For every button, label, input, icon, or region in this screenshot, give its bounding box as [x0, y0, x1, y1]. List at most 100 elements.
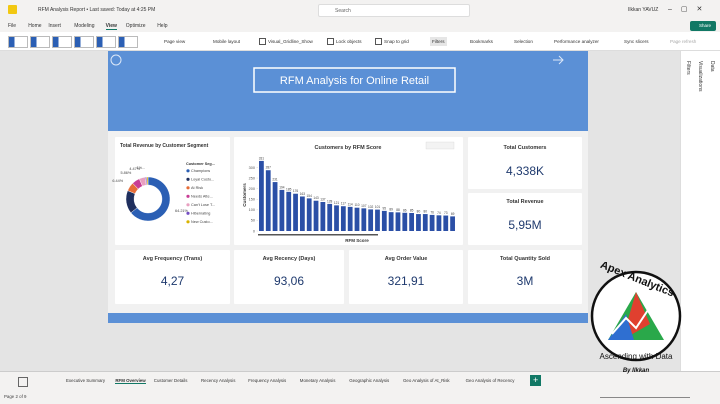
ribbon-button[interactable]: Sync slicers [624, 39, 649, 44]
bar [354, 207, 360, 231]
bar [375, 209, 380, 231]
legend-swatch [186, 169, 190, 173]
page-tab[interactable]: Customer Details [153, 378, 188, 383]
theme-swatch[interactable] [52, 36, 72, 48]
bar-label: 85 [410, 209, 414, 213]
share-button[interactable]: Share [690, 21, 716, 31]
bar-label: 231 [272, 178, 278, 182]
checkbox[interactable] [259, 38, 266, 45]
theme-swatch[interactable] [118, 36, 138, 48]
bar [409, 213, 415, 231]
y-tick-label: 200 [249, 187, 255, 191]
card-value: 4,338K [506, 164, 544, 178]
bar-label: 89 [389, 208, 393, 212]
bar [429, 214, 435, 231]
pane-label[interactable]: Data [709, 61, 715, 72]
page-tab[interactable]: Recency Analysis [201, 378, 236, 383]
legend-swatch [186, 186, 190, 190]
page-tab[interactable]: RFM Overview [115, 378, 146, 384]
side-panes: Filters Visualizations Data [680, 51, 720, 371]
ribbon-button[interactable]: Visual_Gridline_Show [268, 39, 313, 44]
bar-label: 107 [361, 204, 367, 208]
card-value: 321,91 [388, 274, 425, 288]
pane-label[interactable]: Visualizations [697, 61, 703, 92]
search-box[interactable]: Search [318, 4, 470, 17]
theme-swatch[interactable] [74, 36, 94, 48]
theme-swatch[interactable] [30, 36, 50, 48]
report-title: RFM Analysis for Online Retail [280, 75, 429, 87]
ribbon-button[interactable]: Page view [164, 39, 186, 44]
scrollbar [258, 234, 378, 236]
legend-label: New Custo... [191, 220, 213, 224]
bar-label: 163 [300, 192, 306, 196]
page-tab[interactable]: Frequency Analysis [248, 378, 287, 383]
bar-label: 128 [327, 199, 333, 203]
y-tick-label: 250 [249, 176, 255, 180]
bar-label: 137 [320, 197, 326, 201]
card-value: 3M [517, 274, 534, 288]
legend-label: At Risk [191, 186, 203, 190]
x-axis-label: RFM Score [345, 238, 369, 243]
bar-label: 74 [437, 211, 441, 215]
slice-label: 1%... [137, 166, 146, 170]
ribbon-button[interactable]: Performance analyzer [554, 39, 599, 44]
bar-label: 194 [279, 185, 285, 189]
checkbox[interactable] [375, 38, 382, 45]
bar [272, 182, 278, 231]
visual-header [425, 141, 455, 150]
ribbon-button[interactable]: Mobile layout [213, 39, 241, 44]
card [349, 250, 463, 304]
card-label: Total Quantity Sold [500, 256, 550, 262]
page-tab[interactable]: Geo Analysis of At_Risk [403, 378, 450, 383]
theme-swatch[interactable] [8, 36, 28, 48]
bar-label: 80 [417, 210, 421, 214]
bar [265, 170, 271, 231]
legend-title: Customer Seg... [186, 162, 215, 166]
card [115, 250, 230, 304]
card [468, 250, 582, 304]
add-page[interactable]: + [530, 375, 542, 386]
menu-item[interactable]: Help [157, 23, 168, 29]
bar-label: 185 [286, 187, 292, 191]
tab-scroll[interactable] [18, 377, 28, 387]
zoom-slider[interactable] [600, 397, 690, 398]
card [234, 250, 344, 304]
menu-item[interactable]: Home [28, 23, 42, 29]
bar-label: 88 [396, 208, 400, 212]
bar [436, 215, 442, 231]
report-page: RFM Analysis for Online Retail Total Cust… [108, 51, 588, 323]
menu-item[interactable]: Modeling [74, 23, 95, 29]
ribbon-button[interactable]: Snap to grid [384, 39, 409, 44]
ribbon-button[interactable]: Page refresh [670, 39, 697, 44]
page-tab[interactable]: Geo Analysis of Recency [465, 378, 515, 383]
ribbon-button[interactable]: Filters [430, 37, 447, 46]
menu-item[interactable]: Optimize [125, 23, 146, 29]
bar [327, 203, 333, 231]
chart-title: Customers by RFM Score [315, 145, 382, 151]
page-tab[interactable]: Geographic Analysis [349, 378, 390, 383]
checkbox[interactable] [327, 38, 334, 45]
card [468, 137, 582, 189]
menu-item[interactable]: View [105, 23, 117, 30]
page-tab[interactable]: Executive Summary [66, 378, 106, 383]
page-count: Page 2 of 9 [4, 394, 27, 399]
y-axis-label: Customers [242, 183, 247, 207]
ribbon-button[interactable]: Bookmarks [470, 39, 493, 44]
menu-item[interactable]: Insert [48, 23, 61, 29]
page-tab[interactable]: Monetary Analysis [299, 378, 336, 383]
window-controls[interactable]: –▢✕ [668, 6, 712, 13]
ribbon-button[interactable]: Lock objects [336, 39, 362, 44]
bar [381, 210, 387, 231]
search-placeholder: Search [335, 8, 351, 14]
canvas: RFM Analysis for Online Retail Total Cust… [0, 51, 680, 371]
bar-label: 121 [334, 201, 340, 205]
menu-item[interactable]: File [8, 23, 17, 29]
bar-label: 114 [348, 202, 353, 206]
pane-label[interactable]: Filters [685, 61, 691, 75]
chart-title: Total Revenue by Customer Segment [120, 143, 209, 149]
ribbon-button[interactable]: Selection [514, 39, 533, 44]
theme-swatch[interactable] [96, 36, 116, 48]
bar [416, 214, 421, 231]
card-value: 93,06 [274, 274, 304, 288]
menu-bar: File Home Insert Modeling View Optimize Help Sh… [0, 20, 720, 32]
